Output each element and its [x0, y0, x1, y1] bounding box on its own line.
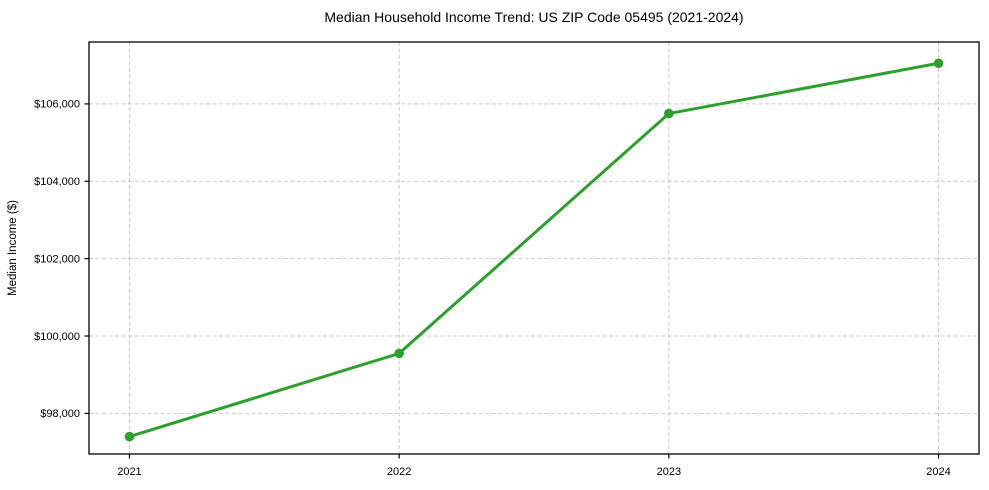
y-tick-label: $104,000	[34, 176, 80, 188]
y-axis-label: Median Income ($)	[7, 200, 19, 296]
data-point	[933, 58, 944, 69]
y-tick-label: $102,000	[34, 253, 80, 265]
data-point	[394, 348, 404, 359]
y-tick-label: $98,000	[40, 408, 80, 420]
y-tick-label: $106,000	[34, 99, 80, 111]
plot-frame	[88, 41, 980, 455]
data-point	[664, 108, 674, 119]
x-tick-label: 2023	[657, 466, 681, 478]
x-tick-label: 2021	[117, 466, 141, 478]
trend-line	[129, 61, 939, 439]
data-point	[124, 431, 135, 442]
x-tick-label: 2024	[926, 466, 950, 478]
chart-title: Median Household Income Trend: US ZIP Co…	[324, 9, 744, 25]
x-tick-label: 2022	[387, 466, 411, 478]
y-tick-label: $100,000	[34, 331, 80, 343]
